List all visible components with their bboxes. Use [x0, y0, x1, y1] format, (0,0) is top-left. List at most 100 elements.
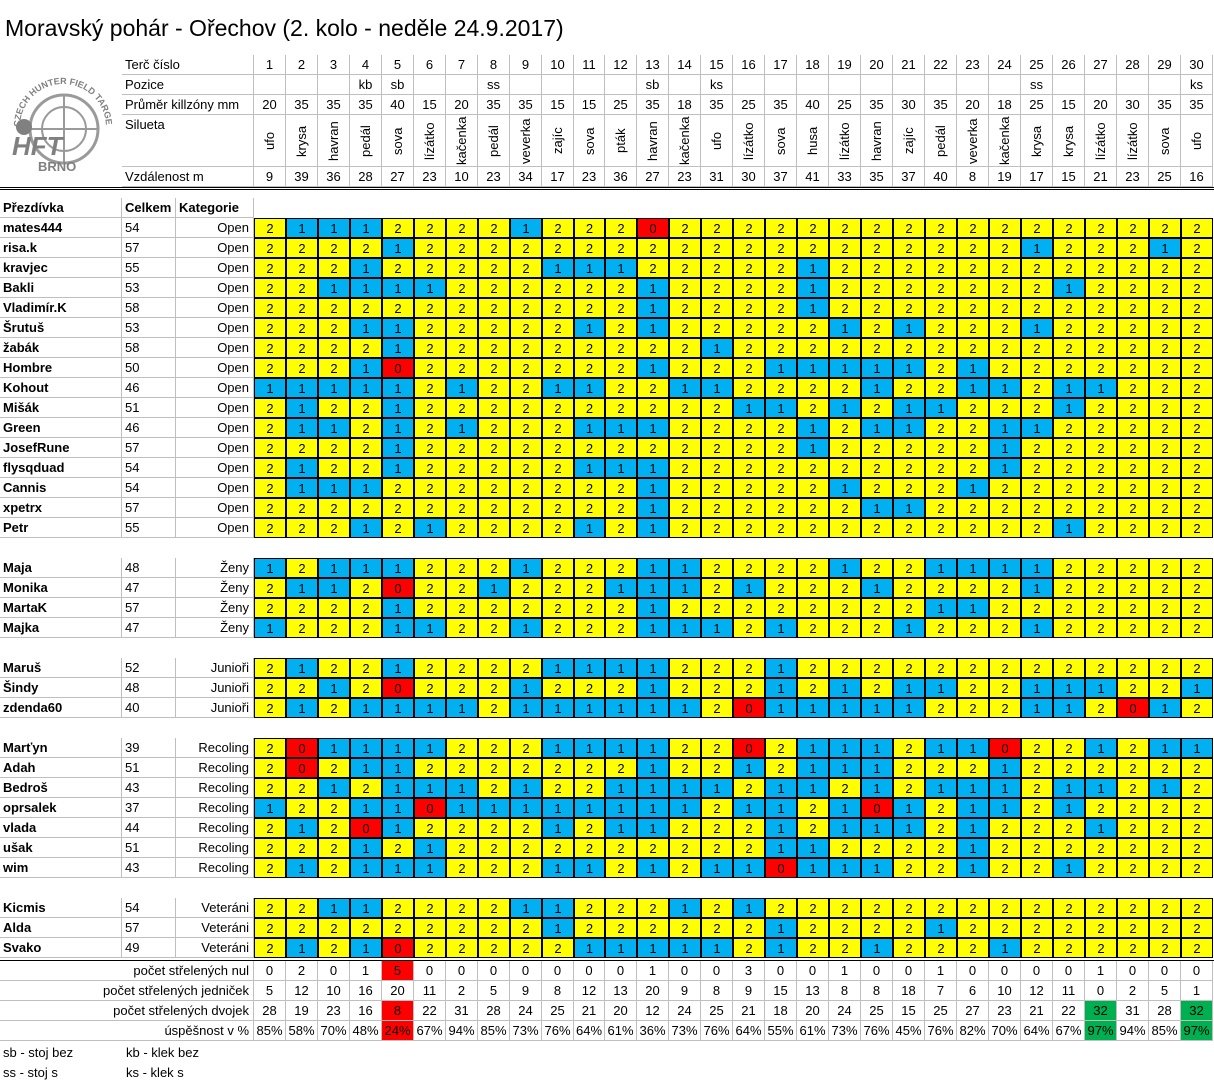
score-cell: 2 — [925, 578, 957, 598]
score-cell: 1 — [925, 778, 957, 798]
silhouette-6: lízátko — [414, 115, 446, 167]
score-cell: 2 — [478, 498, 510, 518]
score-cell: 2 — [829, 778, 861, 798]
target-position-21 — [893, 75, 925, 95]
ones-count-14: 9 — [669, 981, 701, 1001]
score-cell: 2 — [382, 498, 414, 518]
score-cell: 2 — [318, 698, 350, 718]
score-cell: 2 — [478, 278, 510, 298]
score-cell: 2 — [1085, 458, 1117, 478]
score-cell: 2 — [414, 918, 446, 938]
score-cell: 2 — [1149, 338, 1181, 358]
score-cell: 2 — [797, 898, 829, 918]
shooter-category: Recoling — [176, 818, 254, 838]
summary-label-ones-count: počet střelených jedniček — [0, 981, 254, 1001]
score-cell: 1 — [1181, 738, 1213, 758]
shooter-nick: Adah — [0, 758, 122, 778]
score-cell: 2 — [446, 858, 478, 878]
score-cell: 2 — [669, 598, 701, 618]
score-cell: 2 — [542, 338, 574, 358]
silhouette-label: krysa — [1029, 125, 1044, 157]
killzone-size-19: 25 — [829, 95, 861, 115]
score-cell: 2 — [829, 258, 861, 278]
score-cell: 2 — [286, 358, 318, 378]
ones-count-7: 2 — [446, 981, 478, 1001]
score-cell: 1 — [669, 378, 701, 398]
silhouette-15: ufo — [701, 115, 733, 167]
column-header-total: Celkem — [122, 198, 176, 218]
distance-21: 37 — [893, 167, 925, 187]
score-cell: 1 — [574, 518, 605, 538]
score-cell: 2 — [1181, 938, 1213, 958]
distance-30: 16 — [1181, 167, 1213, 187]
score-cell: 1 — [669, 618, 701, 638]
shooter-nick: vlada — [0, 818, 122, 838]
score-cell: 1 — [1053, 278, 1085, 298]
score-cell: 2 — [957, 678, 989, 698]
score-cell: 1 — [350, 258, 382, 278]
target-number-2: 2 — [286, 55, 318, 75]
score-cell: 2 — [574, 278, 605, 298]
target-position-15: ks — [701, 75, 733, 95]
score-cell: 2 — [861, 258, 893, 278]
score-cell: 2 — [893, 338, 925, 358]
score-cell: 2 — [574, 398, 605, 418]
score-cell: 2 — [1021, 218, 1053, 238]
score-cell: 1 — [957, 558, 989, 578]
score-cell: 1 — [414, 838, 446, 858]
score-cell: 2 — [1021, 338, 1053, 358]
score-cell: 2 — [1181, 338, 1213, 358]
score-cell: 2 — [446, 338, 478, 358]
score-cell: 2 — [925, 478, 957, 498]
score-cell: 2 — [446, 818, 478, 838]
score-cell: 2 — [1085, 858, 1117, 878]
score-cell: 1 — [701, 618, 733, 638]
score-cell: 2 — [701, 398, 733, 418]
score-cell: 2 — [701, 418, 733, 438]
score-cell: 2 — [1085, 518, 1117, 538]
score-cell: 2 — [1181, 558, 1213, 578]
shooter-total: 51 — [122, 758, 176, 778]
score-cell: 2 — [318, 818, 350, 838]
score-cell: 1 — [893, 618, 925, 638]
score-cell: 2 — [605, 858, 637, 878]
score-cell: 1 — [414, 698, 446, 718]
score-cell: 2 — [893, 658, 925, 678]
score-cell: 1 — [829, 798, 861, 818]
success-rate-27: 97% — [1085, 1021, 1117, 1041]
shooter-category: Veteráni — [176, 898, 254, 918]
score-cell: 1 — [574, 738, 605, 758]
target-position-1 — [254, 75, 286, 95]
score-cell: 2 — [893, 258, 925, 278]
score-cell: 2 — [1085, 498, 1117, 518]
score-cell: 2 — [925, 618, 957, 638]
score-cell: 2 — [446, 758, 478, 778]
score-cell: 2 — [478, 478, 510, 498]
score-cell: 2 — [701, 438, 733, 458]
score-cell: 2 — [861, 838, 893, 858]
score-cell: 1 — [701, 338, 733, 358]
shooter-category: Open — [176, 278, 254, 298]
score-cell: 2 — [542, 778, 574, 798]
score-cell: 1 — [605, 658, 637, 678]
shooter-total: 57 — [122, 238, 176, 258]
score-cell: 2 — [542, 318, 574, 338]
score-cell: 1 — [957, 378, 989, 398]
score-cell: 1 — [637, 278, 669, 298]
score-cell: 2 — [1021, 298, 1053, 318]
ones-count-1: 5 — [254, 981, 286, 1001]
zeros-count-2: 2 — [286, 961, 318, 981]
score-cell: 2 — [669, 238, 701, 258]
score-cell: 2 — [510, 578, 542, 598]
legend-item: kb - klek bez — [126, 1045, 199, 1060]
zeros-count-9: 0 — [510, 961, 542, 981]
score-cell: 2 — [669, 298, 701, 318]
score-cell: 2 — [957, 318, 989, 338]
score-cell: 2 — [478, 858, 510, 878]
shooter-category: Open — [176, 378, 254, 398]
score-cell: 2 — [1117, 298, 1149, 318]
distance-13: 27 — [637, 167, 669, 187]
silhouette-label: sova — [582, 127, 597, 155]
score-cell: 2 — [1149, 418, 1181, 438]
score-cell: 2 — [957, 498, 989, 518]
